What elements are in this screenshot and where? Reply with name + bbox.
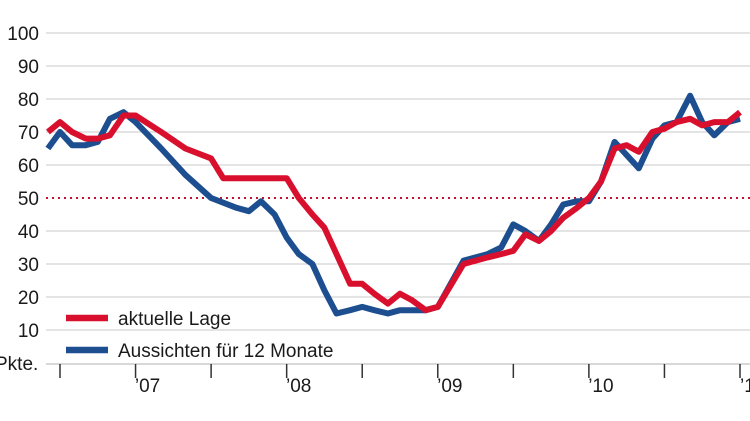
y-tick-label-60: 60: [18, 156, 39, 177]
x-tick-label-2010: ’10: [588, 376, 613, 397]
x-tick-label-2007: ’07: [135, 376, 160, 397]
y-tick-label-20: 20: [18, 288, 39, 309]
legend-label-aktuelle-lage: aktuelle Lage: [118, 309, 231, 330]
series-group: [45, 92, 742, 317]
y-tick-label-50: 50: [18, 189, 39, 210]
y-tick-label-90: 90: [18, 57, 39, 78]
x-tick-label-2008: ’08: [286, 376, 311, 397]
y-tick-label-70: 70: [18, 123, 39, 144]
x-tick-label-2009: ’09: [437, 376, 462, 397]
y-tick-label-40: 40: [18, 222, 39, 243]
y-axis-unit-label: Pkte.: [0, 354, 38, 375]
y-axis-labels: 10 20 30 40 50 60 70 80 90 100 Pkte.: [0, 24, 39, 375]
y-tick-label-30: 30: [18, 255, 39, 276]
legend: aktuelle Lage Aussichten für 12 Monate: [66, 309, 333, 362]
series-line-aktuelle-lage: [46, 109, 742, 314]
x-axis: ’07 ’08 ’09 ’10 ’11: [46, 363, 750, 397]
series-line-aussichten: [45, 92, 741, 317]
legend-label-aussichten: Aussichten für 12 Monate: [118, 341, 333, 362]
y-tick-label-10: 10: [18, 321, 39, 342]
y-tick-label-80: 80: [18, 90, 39, 111]
x-tick-label-2011: ’11: [740, 376, 750, 397]
y-tick-label-100: 100: [7, 24, 39, 45]
